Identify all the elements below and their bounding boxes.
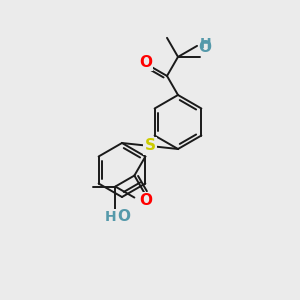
Text: H: H — [200, 37, 212, 51]
Text: O: O — [198, 40, 211, 56]
Text: O: O — [140, 56, 152, 70]
Text: O: O — [117, 209, 130, 224]
Text: O: O — [139, 193, 152, 208]
Text: H: H — [104, 210, 116, 224]
Text: S: S — [145, 139, 155, 154]
